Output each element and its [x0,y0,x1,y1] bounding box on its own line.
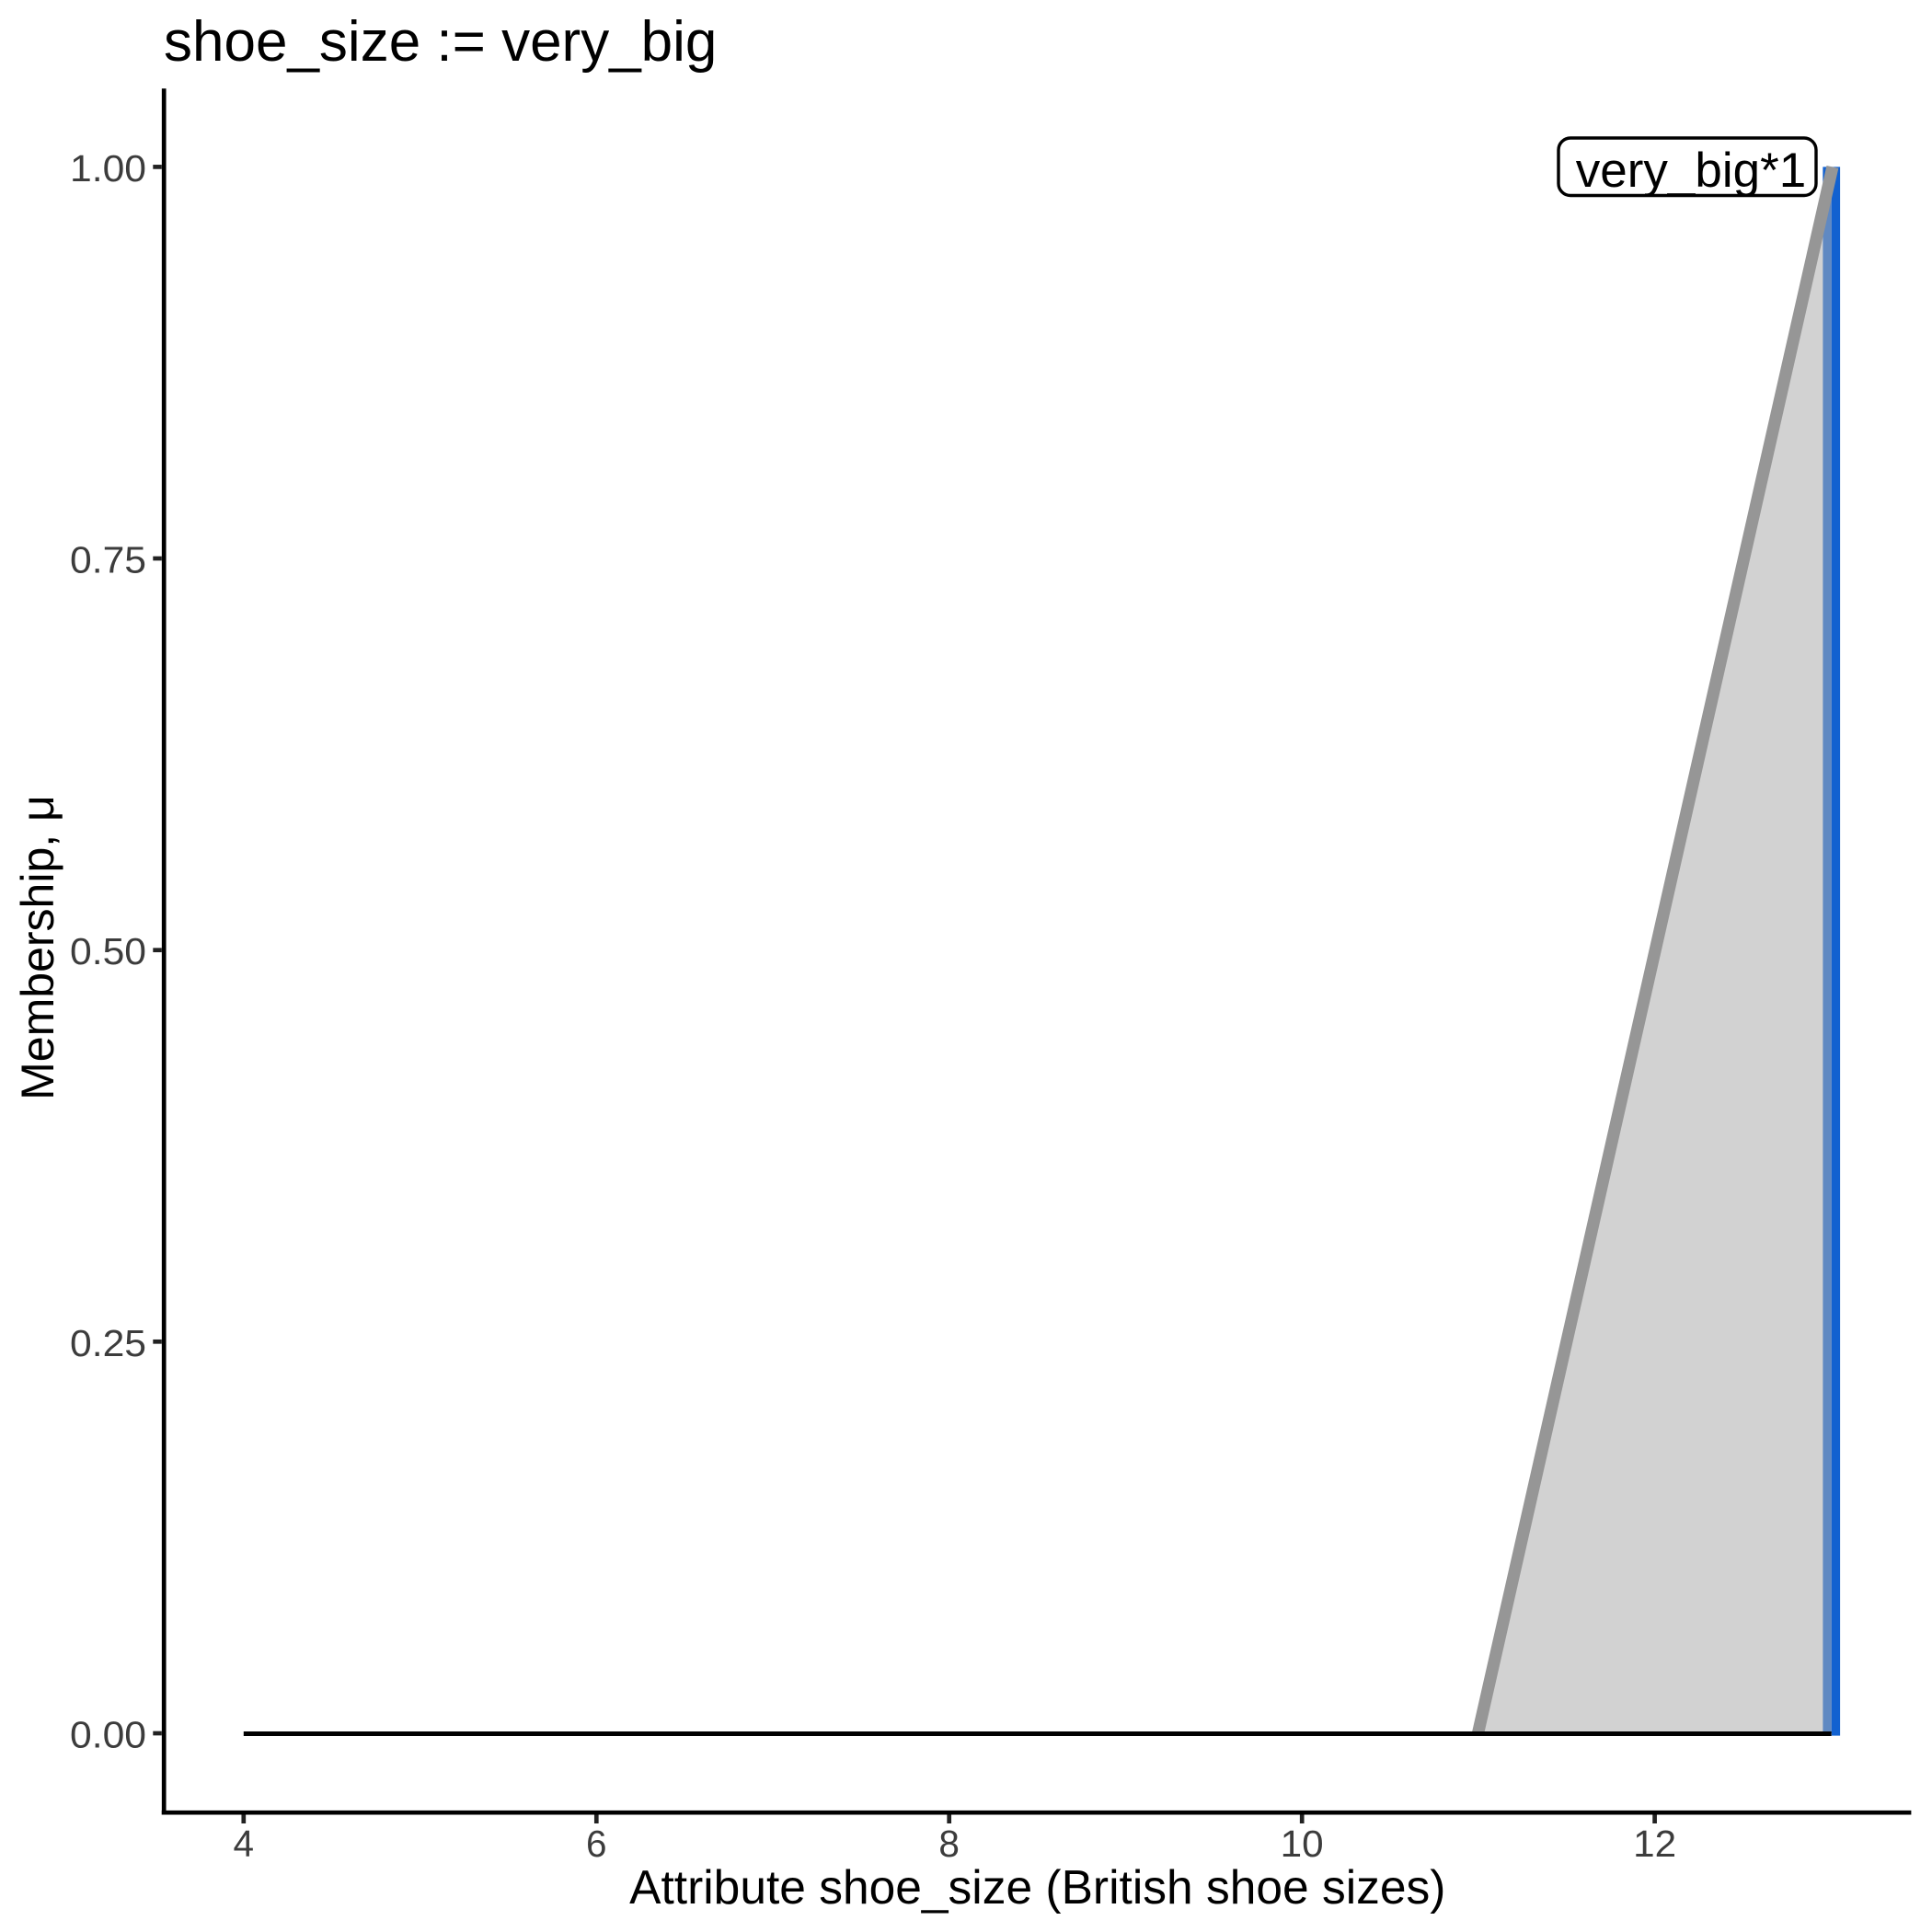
svg-text:0.75: 0.75 [70,539,146,581]
svg-text:10: 10 [1281,1823,1324,1865]
svg-text:Attribute shoe_size (British s: Attribute shoe_size (British shoe sizes) [629,1860,1445,1914]
svg-text:12: 12 [1633,1823,1676,1865]
svg-text:very_big*1: very_big*1 [1576,144,1806,198]
svg-text:shoe_size := very_big: shoe_size := very_big [164,10,717,74]
svg-text:6: 6 [586,1823,607,1865]
svg-text:0.00: 0.00 [70,1714,146,1756]
svg-text:0.25: 0.25 [70,1322,146,1364]
svg-text:1.00: 1.00 [70,147,146,190]
svg-text:0.50: 0.50 [70,930,146,972]
svg-text:Membership, μ: Membership, μ [12,795,63,1100]
svg-text:8: 8 [938,1823,960,1865]
svg-text:4: 4 [234,1823,255,1865]
